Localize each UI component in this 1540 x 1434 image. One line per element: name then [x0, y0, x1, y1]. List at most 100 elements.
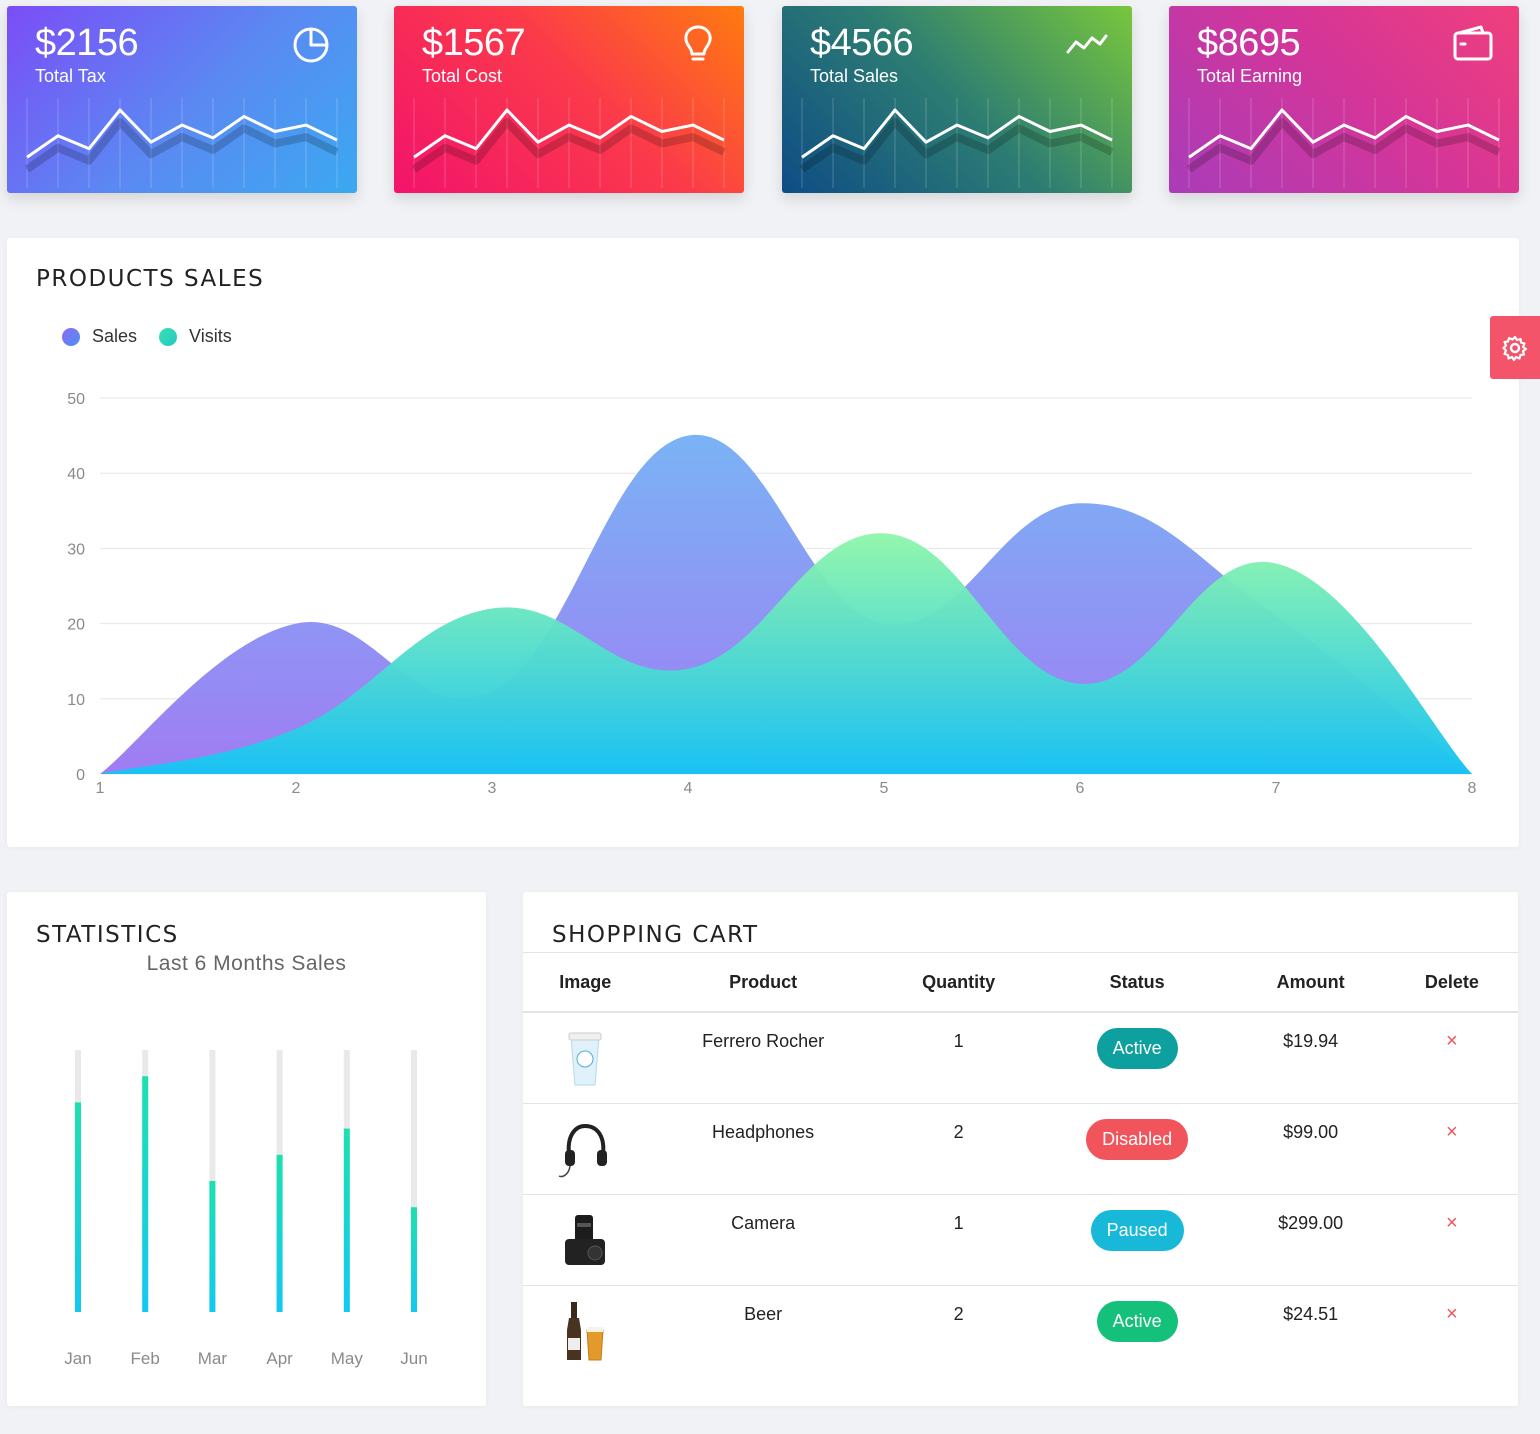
x-tick-label: 7 [1272, 780, 1281, 797]
y-tick-label: 20 [67, 617, 85, 634]
x-tick-label: 8 [1468, 780, 1477, 797]
stat-label: Total Cost [422, 66, 503, 86]
products-sales-panel: PRODUCTS SALES Sales Visits 0 10 20 30 40 50 … [7, 238, 1519, 847]
trending-line-icon [1066, 34, 1108, 54]
stat-card-total-cost: $1567 Total Cost [394, 6, 744, 193]
status-badge: Disabled [1086, 1118, 1189, 1160]
bar-apr [276, 1154, 283, 1312]
product-amount: $299.00 [1235, 1194, 1386, 1286]
shopping-cart-title: SHOPPING CART [552, 922, 759, 948]
sparkline-shadow [799, 118, 1114, 173]
gear-icon [1502, 335, 1528, 361]
beer-image [567, 1301, 604, 1360]
delete-icon[interactable]: × [1446, 1030, 1458, 1052]
sparkline-line [801, 108, 1113, 159]
x-tick-label: Feb [131, 1349, 160, 1368]
product-quantity: 2 [953, 1303, 964, 1324]
area-series-visits [100, 533, 1472, 774]
col-header-delete: Delete [1385, 952, 1518, 1013]
products-sales-area-chart: 0 10 20 30 40 50 1 2 3 4 5 6 7 8 [67, 391, 1477, 797]
product-name: Ferrero Rocher [647, 1012, 879, 1104]
sparkline-shadow [411, 118, 726, 173]
stat-card-total-earning: $8695 Total Earning [1169, 6, 1519, 193]
wallet-icon [1453, 25, 1493, 61]
table-header-row: Image Product Quantity Status Amount Del… [523, 952, 1518, 1013]
status-badge: Active [1096, 1028, 1178, 1069]
col-header-product: Product [647, 952, 879, 1013]
sparkline [1186, 98, 1501, 188]
product-name: Beer [744, 1303, 783, 1324]
x-tick-label: 3 [488, 780, 497, 797]
sparkline-line [413, 108, 725, 159]
sparkline-line [1188, 108, 1500, 159]
settings-button[interactable] [1490, 316, 1540, 379]
col-header-image: Image [523, 952, 648, 1013]
x-tick-label: Jun [400, 1349, 427, 1368]
y-tick-label: 50 [67, 391, 85, 408]
cart-table: Image Product Quantity Status Amount Del… [523, 952, 1518, 1376]
sparkline-line [26, 108, 338, 159]
stat-value: $2156 [35, 22, 139, 64]
product-quantity: 2 [878, 1103, 1039, 1195]
chart-legend: Sales Visits [62, 326, 246, 347]
camera-image [565, 1214, 606, 1265]
table-row: Ferrero Rocher 1 Active $19.94 × [523, 1012, 1518, 1104]
stat-value: $1567 [422, 22, 526, 64]
status-badge: Active [1096, 1300, 1178, 1342]
legend-item-sales[interactable]: Sales [62, 326, 137, 347]
stat-label: Total Tax [35, 66, 106, 86]
bar-may [343, 1128, 350, 1312]
stat-card-total-tax: $2156 Total Tax [7, 6, 357, 193]
delete-icon[interactable]: × [1446, 1211, 1458, 1234]
x-tick-label: 1 [96, 780, 105, 797]
bar-jun [411, 1207, 417, 1312]
col-header-quantity: Quantity [878, 952, 1039, 1013]
table-row: Headphones 2 Disabled $99.00 × [523, 1103, 1518, 1195]
sparkline [411, 98, 726, 188]
sparkline-shadow [1186, 118, 1501, 173]
legend-dot-visits [159, 327, 178, 346]
statistics-subtitle: Last 6 Months Sales [146, 952, 347, 975]
x-tick-label: May [331, 1349, 364, 1368]
stat-label: Total Sales [810, 66, 899, 86]
bar-mar [209, 1181, 216, 1312]
x-tick-label: 2 [292, 780, 301, 797]
bar-feb [142, 1076, 149, 1312]
y-tick-label: 40 [67, 466, 85, 483]
col-header-status: Status [1038, 952, 1236, 1013]
stat-label: Total Earning [1197, 66, 1303, 86]
x-tick-label: 4 [684, 780, 693, 797]
product-amount: $19.94 [1235, 1012, 1386, 1104]
delete-icon[interactable]: × [1446, 1302, 1458, 1325]
table-row: Camera 1 Paused $299.00 × [523, 1194, 1518, 1286]
stat-value: $4566 [810, 22, 914, 64]
legend-item-visits[interactable]: Visits [159, 326, 232, 347]
status-badge: Paused [1090, 1209, 1184, 1251]
bar-track [411, 1050, 417, 1312]
legend-label-visits: Visits [189, 326, 232, 346]
col-header-amount: Amount [1235, 952, 1386, 1013]
sparkline [799, 98, 1114, 188]
statistics-title: STATISTICS [36, 922, 179, 948]
x-tick-label: 5 [880, 780, 889, 797]
statistics-panel: STATISTICS Last 6 Months Sales Jan Feb Mar… [7, 892, 486, 1406]
x-tick-label: Jan [64, 1349, 91, 1368]
bar-jan [75, 1102, 81, 1312]
legend-dot-sales [62, 327, 80, 346]
products-sales-title: PRODUCTS SALES [36, 266, 265, 292]
delete-icon[interactable]: × [1446, 1120, 1458, 1143]
stat-value: $8695 [1197, 22, 1301, 64]
product-amount: $24.51 [1283, 1303, 1339, 1324]
pie-chart-icon [293, 27, 329, 63]
product-name: Camera [647, 1194, 879, 1286]
x-tick-label: Mar [198, 1349, 228, 1368]
shopping-cart-panel: SHOPPING CART Image Product Quantity Sta… [523, 892, 1518, 1406]
y-tick-label: 10 [67, 692, 85, 709]
product-quantity: 1 [878, 1012, 1039, 1104]
legend-label-sales: Sales [92, 326, 138, 346]
x-tick-label: 6 [1076, 780, 1085, 797]
y-tick-label: 0 [76, 767, 85, 784]
sparkline-shadow [24, 118, 339, 173]
table-row: Beer 2 Active $24.51 × [523, 1285, 1518, 1376]
coffee-cup-image [568, 1032, 602, 1086]
